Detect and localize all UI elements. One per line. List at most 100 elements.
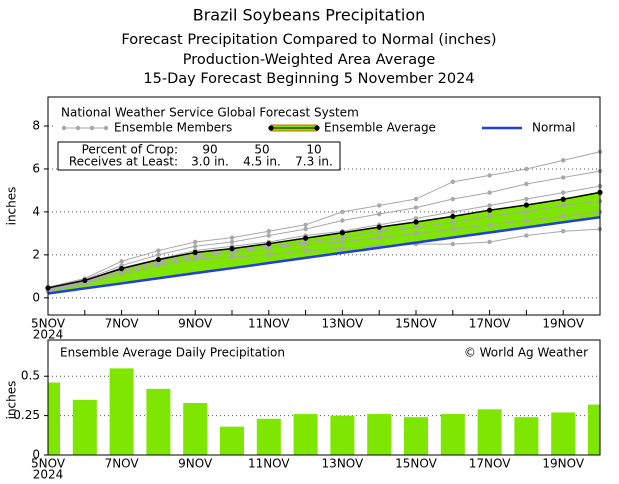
crop-percent: 10 [306, 143, 321, 157]
y-axis-label: inches [5, 187, 19, 226]
average-point [413, 219, 419, 225]
member-point [524, 181, 529, 187]
member-point [561, 175, 566, 180]
legend-label: Ensemble Members [114, 121, 232, 135]
average-point [560, 196, 566, 202]
member-line [47, 228, 601, 292]
x-tick-label: 11NOV [248, 317, 290, 331]
y-axis-label: inches [5, 381, 19, 420]
plot-area [48, 340, 600, 455]
member-point [524, 218, 529, 223]
average-point [229, 246, 235, 252]
y-tick-label: 0.25 [13, 408, 40, 422]
member-point [524, 209, 529, 215]
x-tick-label: 7NOV [105, 317, 140, 331]
member-point [561, 214, 566, 219]
member-point [340, 246, 345, 251]
legend-label: Normal [532, 121, 575, 135]
legend-swatch [103, 125, 109, 131]
x-tick-label: 19NOV [542, 457, 584, 471]
legend-box [53, 103, 595, 139]
crop-amount: 4.5 in. [243, 155, 281, 169]
average-point [192, 249, 198, 256]
subtitle: Forecast Precipitation Compared to Norma… [121, 32, 496, 48]
average-line [47, 191, 601, 289]
member-point [487, 173, 492, 178]
member-point [487, 214, 492, 219]
x-tick-label: 15NOV [395, 317, 437, 331]
x-tick-label: 5NOV [31, 317, 66, 331]
member-point [377, 235, 382, 240]
member-point [266, 233, 271, 238]
y-tick-label: 0 [32, 448, 40, 462]
member-point [524, 166, 529, 172]
member-point [450, 179, 455, 185]
member-point [487, 222, 492, 227]
subtitle: 15-Day Forecast Beginning 5 November 202… [143, 71, 474, 87]
legend-label: Ensemble Average [324, 121, 436, 135]
chart-title: Brazil Soybeans Precipitation [193, 6, 426, 25]
crop-percent: 50 [254, 143, 269, 157]
bar [72, 399, 97, 455]
legend-swatch [89, 125, 95, 131]
crop-row-label: Percent of Crop: [82, 143, 178, 157]
member-point [487, 203, 492, 208]
bar [367, 414, 392, 455]
bar [293, 414, 318, 455]
member-point [413, 224, 419, 230]
member-point [156, 263, 161, 268]
crop-table-box [57, 141, 341, 171]
average-point [155, 256, 161, 263]
member-point [193, 244, 198, 249]
average-point [119, 266, 125, 272]
bar [588, 404, 600, 455]
member-line [47, 170, 601, 289]
member-point [450, 226, 455, 232]
member-point [193, 239, 198, 245]
member-point [377, 211, 382, 217]
member-point [413, 216, 419, 221]
source-label: National Weather Service Global Forecast… [61, 106, 359, 120]
member-point [303, 241, 308, 247]
average-point [450, 213, 456, 220]
member-line [47, 151, 601, 288]
member-point [193, 256, 198, 262]
y-tick-label: 4 [32, 204, 40, 218]
member-point [561, 229, 566, 234]
member-point [450, 209, 455, 215]
x-tick-label: 15NOV [395, 457, 437, 471]
member-point [340, 209, 345, 215]
member-point [119, 271, 124, 277]
member-point [524, 233, 529, 238]
member-point [413, 205, 419, 210]
average-point [303, 235, 309, 241]
member-point [266, 252, 271, 258]
crop-row-label: Receives at Least: [69, 155, 178, 169]
x-tick-label: 19NOV [542, 317, 584, 331]
bar [220, 426, 244, 455]
member-point [340, 218, 345, 223]
bar [109, 368, 134, 455]
member-point [450, 196, 455, 202]
member-point [377, 203, 382, 208]
y-tick-label: 0 [32, 290, 40, 304]
crop-amount: 3.0 in. [191, 155, 229, 169]
legend-swatch [61, 125, 67, 131]
member-point [450, 241, 455, 247]
crop-percent: 90 [202, 143, 217, 157]
member-point [377, 229, 382, 234]
member-point [561, 190, 566, 195]
member-point [156, 252, 161, 258]
member-line [47, 211, 601, 291]
member-point [340, 235, 345, 240]
x-year-label: 2024 [33, 468, 64, 482]
plot-border [47, 339, 601, 456]
x-year-label: 2024 [33, 328, 64, 342]
member-point [303, 226, 308, 232]
bar [330, 415, 355, 455]
subtitle: Production-Weighted Area Average [183, 52, 436, 68]
member-point [340, 239, 345, 245]
crop-amount: 7.3 in. [295, 155, 333, 169]
normal-line [47, 216, 601, 295]
